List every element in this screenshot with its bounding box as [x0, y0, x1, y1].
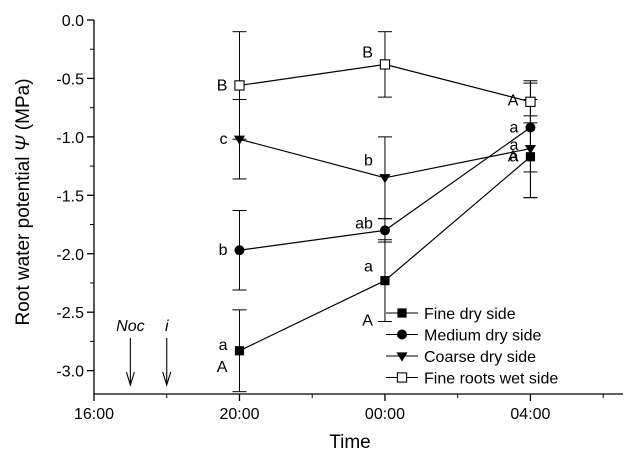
significance-label: A [508, 149, 519, 166]
legend-label: Fine dry side [424, 306, 516, 323]
legend-marker [397, 308, 407, 318]
legend-marker [396, 372, 408, 383]
significance-label: A [508, 93, 519, 110]
y-axis-label: Root water potential Ψ (MPa) [13, 78, 34, 325]
legend-item: Fine roots wet side [386, 371, 558, 388]
legend-item: Coarse dry side [386, 349, 536, 366]
data-point [234, 346, 245, 356]
data-point [380, 276, 390, 286]
y-tick-label: -2.0 [56, 247, 84, 264]
data-point [379, 59, 391, 70]
significance-label: a [510, 149, 519, 166]
significance-label: c [219, 131, 227, 148]
annotation-noc: Noc [116, 318, 145, 387]
annotation-arrowhead [162, 371, 172, 387]
y-tick-label: -1.0 [56, 130, 84, 147]
significance-label: b [219, 242, 228, 259]
x-tick-label: 20:00 [219, 406, 259, 423]
significance-label: A [362, 312, 373, 329]
plot-area: 0.0 -0.5 -1.0 -1.5 -2.0 -2.5 -3.0 16:00 20:00 00:… [56, 13, 623, 423]
significance-label: b [364, 152, 373, 169]
x-tick-label: 00:00 [365, 406, 405, 423]
significance-label: a [219, 337, 228, 354]
annotation-arrowhead [125, 371, 135, 387]
y-tick-label: -2.5 [56, 305, 84, 322]
y-tick-label: -0.5 [56, 71, 84, 88]
legend-item: Fine dry side [386, 306, 516, 323]
series-fine-roots-wet-side [232, 31, 538, 140]
annotation-i: i [162, 318, 172, 387]
legend: Fine dry side Medium dry side Coarse dry s… [386, 306, 558, 388]
legend-marker [397, 329, 407, 340]
annotation-label: Noc [116, 318, 144, 335]
y-tick-label: -3.0 [56, 364, 84, 381]
significance-label: a [364, 259, 373, 276]
y-axis-label-unit: (MPa) [13, 78, 34, 135]
legend-label: Medium dry side [424, 328, 541, 345]
data-point [234, 245, 245, 256]
data-point [524, 144, 537, 155]
data-point [525, 96, 536, 107]
significance-label: B [362, 45, 373, 62]
significance-label: a [510, 120, 519, 137]
y-axis-label-symbol: Ψ [13, 134, 34, 151]
significance-label: A [217, 359, 228, 376]
x-tick-label: 04:00 [510, 406, 550, 423]
legend-label: Fine roots wet side [424, 371, 558, 388]
y-axis-label-text: Root water potential [13, 151, 34, 325]
series-coarse-dry-side [232, 98, 538, 220]
legend-item: Medium dry side [386, 328, 541, 345]
significance-label: ab [355, 215, 373, 232]
data-point [379, 174, 391, 184]
legend-marker [396, 352, 408, 362]
data-point [233, 135, 246, 145]
x-axis-label: Time [329, 432, 371, 453]
legend-label: Coarse dry side [424, 349, 536, 366]
significance-label: B [217, 77, 228, 94]
significance-label: a [510, 137, 519, 154]
data-point [234, 80, 245, 91]
x-tick-label: 16:00 [74, 406, 114, 423]
annotation-label: i [165, 318, 169, 335]
y-tick-label: 0.0 [62, 13, 84, 30]
y-tick-label: -1.5 [56, 188, 84, 205]
data-point [379, 225, 390, 236]
